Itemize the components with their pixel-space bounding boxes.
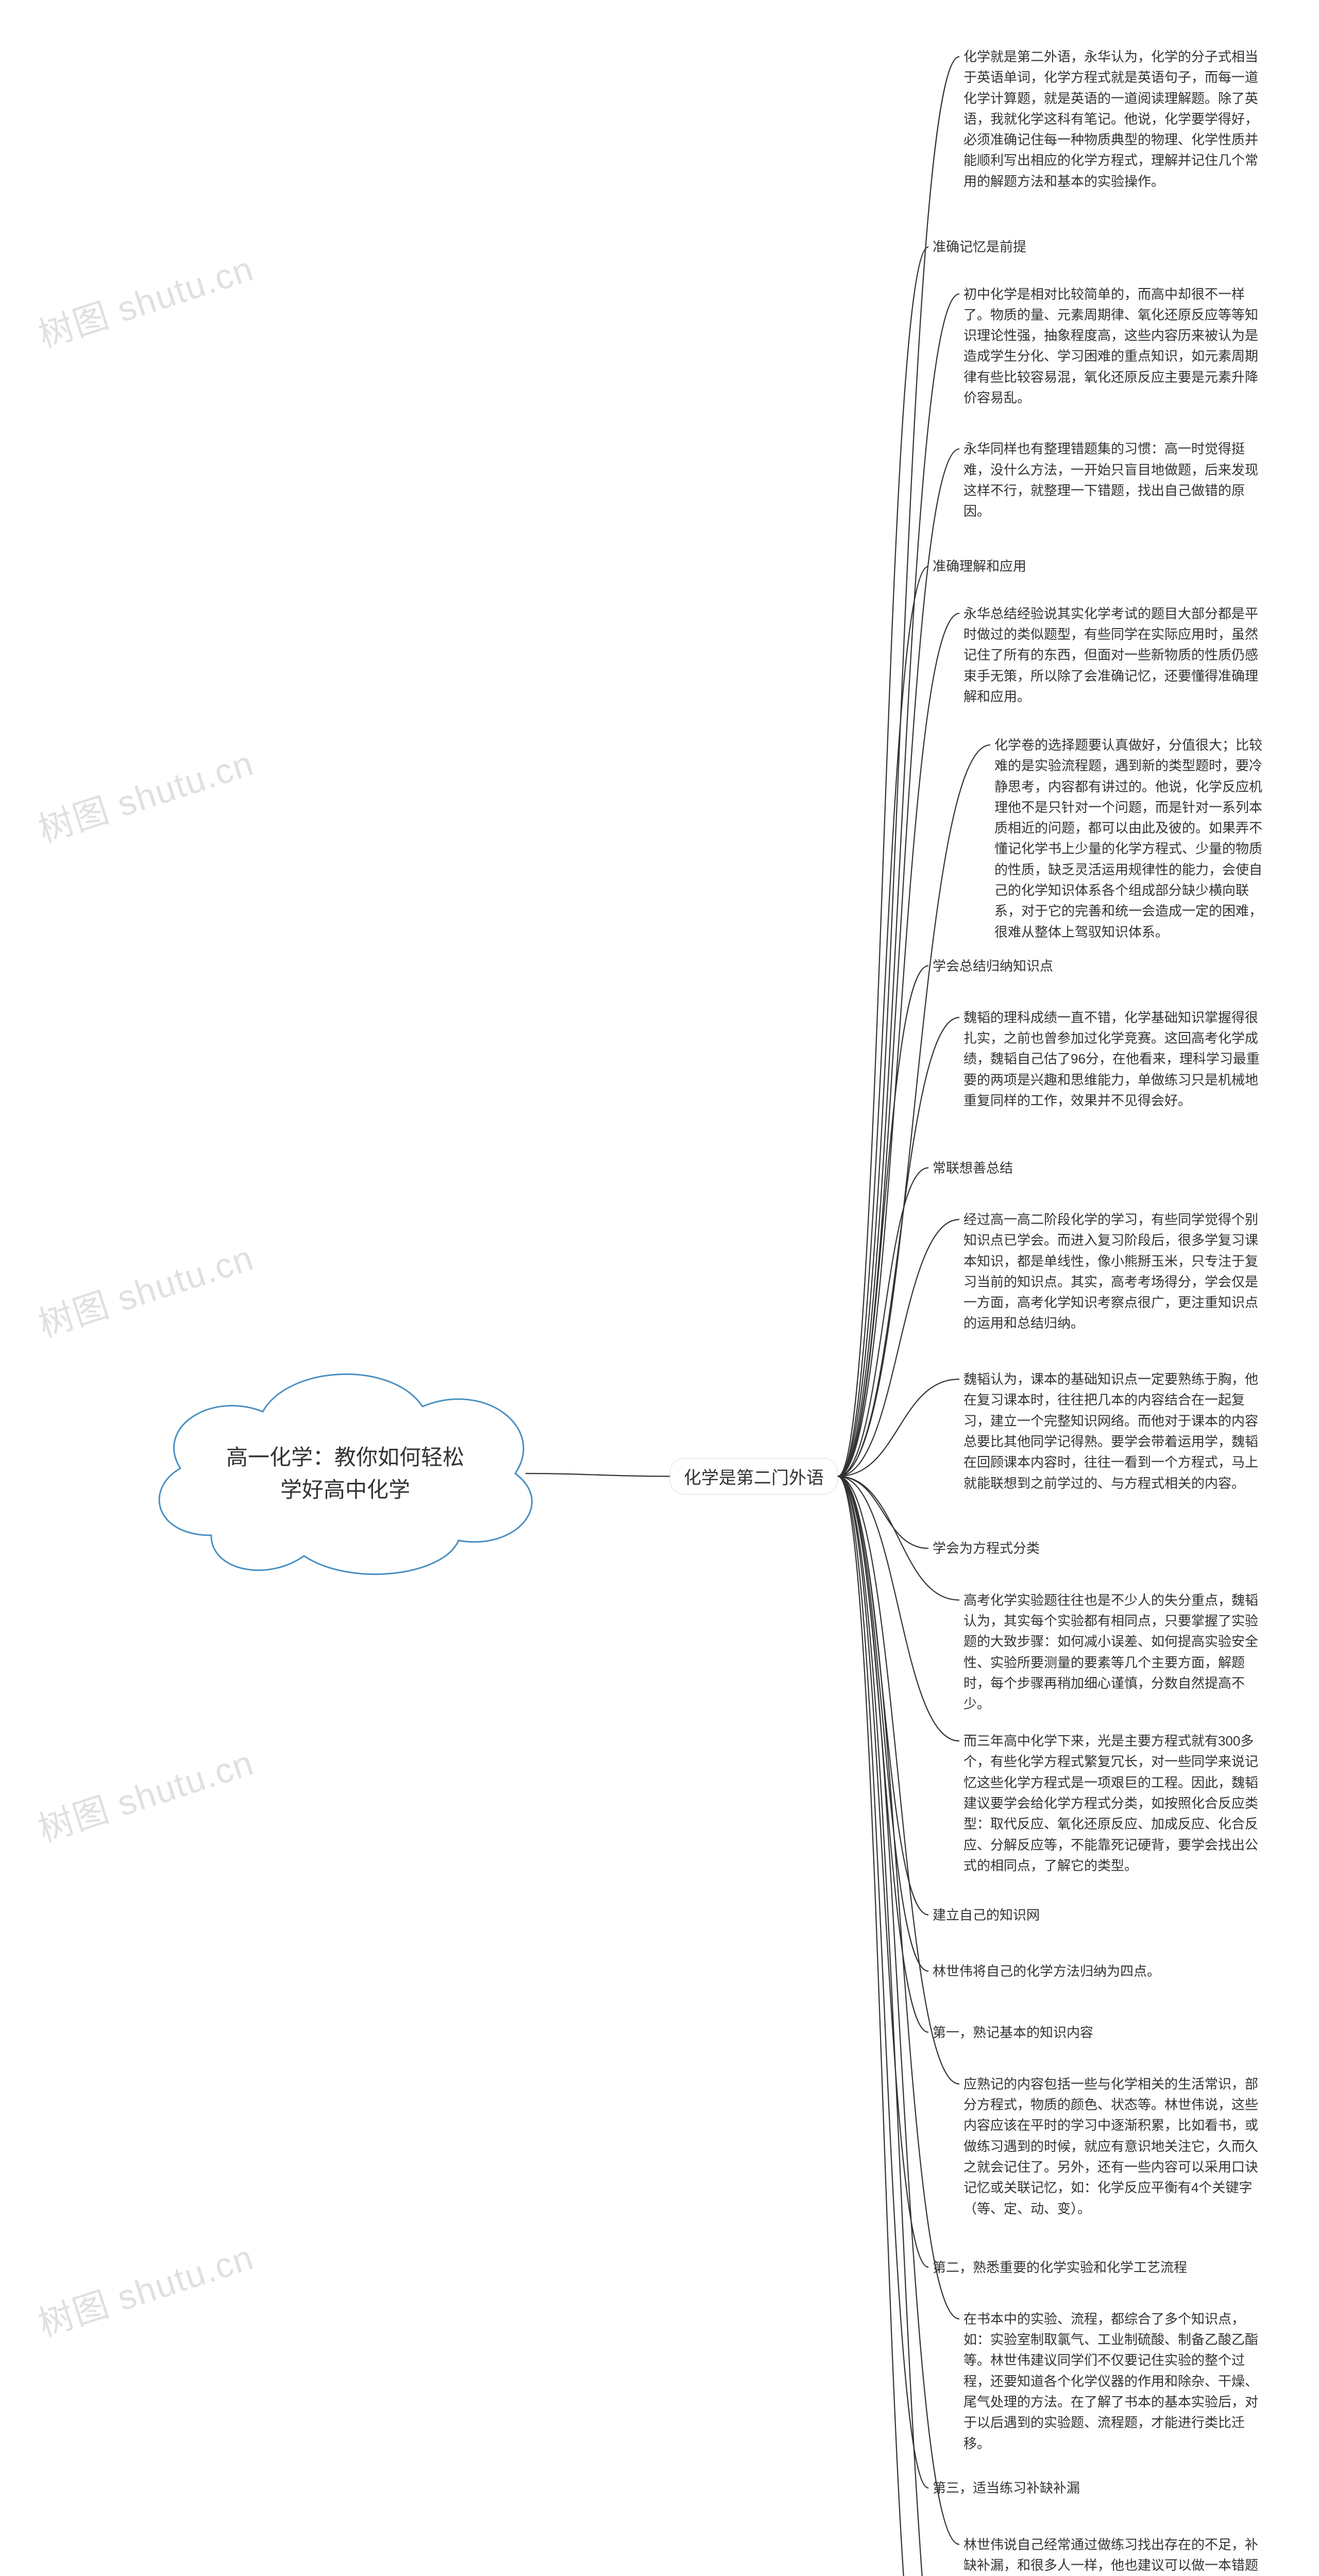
watermark: 树图 shutu.cn (31, 1734, 259, 1852)
leaf-07[interactable]: 化学卷的选择题要认真做好，分值很大；比较难的是实验流程题，遇到新的类型题时，要冷… (994, 735, 1262, 942)
leaf-13[interactable]: 学会为方程式分类 (933, 1538, 1262, 1558)
leaf-21[interactable]: 在书本中的实验、流程，都综合了多个知识点，如：实验室制取氯气、工业制硫酸、制备乙… (963, 2309, 1262, 2454)
leaf-08[interactable]: 学会总结归纳知识点 (933, 956, 1262, 976)
leaf-23[interactable]: 林世伟说自己经常通过做练习找出存在的不足，补缺补漏，和很多人一样，他也建议可以做… (963, 2534, 1262, 2576)
leaf-18[interactable]: 第一，熟记基本的知识内容 (933, 2022, 1262, 2043)
leaf-01[interactable]: 化学就是第二外语，永华认为，化学的分子式相当于英语单词，化学方程式就是英语句子，… (963, 46, 1262, 192)
branch-foreign-language[interactable]: 化学是第二门外语 (670, 1458, 838, 1495)
leaf-11[interactable]: 经过高一高二阶段化学的学习，有些同学觉得个别知识点已学会。而进入复习阶段后，很多… (963, 1209, 1262, 1334)
leaf-15[interactable]: 而三年高中化学下来，光是主要方程式就有300多个，有些化学方程式繁复冗长，对一些… (963, 1731, 1262, 1876)
watermark: 树图 shutu.cn (31, 735, 259, 852)
watermark: 树图 shutu.cn (31, 1229, 259, 1347)
leaf-05[interactable]: 准确理解和应用 (933, 556, 1262, 577)
leaf-06[interactable]: 永华总结经验说其实化学考试的题目大部分都是平时做过的类似题型，有些同学在实际应用… (963, 603, 1262, 707)
leaf-09[interactable]: 魏韬的理科成绩一直不错，化学基础知识掌握得很扎实，之前也曾参加过化学竞赛。这回高… (963, 1007, 1262, 1111)
leaf-22[interactable]: 第三，适当练习补缺补漏 (933, 2478, 1262, 2498)
watermark: 树图 shutu.cn (31, 240, 259, 358)
leaf-20[interactable]: 第二，熟悉重要的化学实验和化学工艺流程 (933, 2257, 1262, 2278)
mindmap-canvas: 树图 shutu.cn 树图 shutu.cn 树图 shutu.cn 树图 shut… (0, 0, 1319, 2576)
root-node[interactable]: 高一化学：教你如何轻松学好高中化学 (134, 1350, 556, 1597)
leaf-19[interactable]: 应熟记的内容包括一些与化学相关的生活常识，部分方程式，物质的颜色、状态等。林世伟… (963, 2074, 1262, 2219)
watermark: 树图 shutu.cn (31, 2229, 259, 2346)
leaf-16[interactable]: 建立自己的知识网 (933, 1905, 1262, 1925)
leaf-10[interactable]: 常联想善总结 (933, 1158, 1262, 1178)
leaf-04[interactable]: 永华同样也有整理错题集的习惯：高一时觉得挺难，没什么方法，一开始只盲目地做题，后… (963, 438, 1262, 521)
root-label: 高一化学：教你如何轻松学好高中化学 (134, 1350, 556, 1597)
leaf-03[interactable]: 初中化学是相对比较简单的，而高中却很不一样了。物质的量、元素周期律、氧化还原反应… (963, 284, 1262, 409)
leaf-02[interactable]: 准确记忆是前提 (933, 236, 1262, 257)
leaf-12[interactable]: 魏韬认为，课本的基础知识点一定要熟练于胸，他在复习课本时，往往把几本的内容结合在… (963, 1369, 1262, 1494)
leaf-17[interactable]: 林世伟将自己的化学方法归纳为四点。 (933, 1961, 1262, 1981)
leaf-14[interactable]: 高考化学实验题往往也是不少人的失分重点，魏韬认为，其实每个实验都有相同点，只要掌… (963, 1590, 1262, 1715)
